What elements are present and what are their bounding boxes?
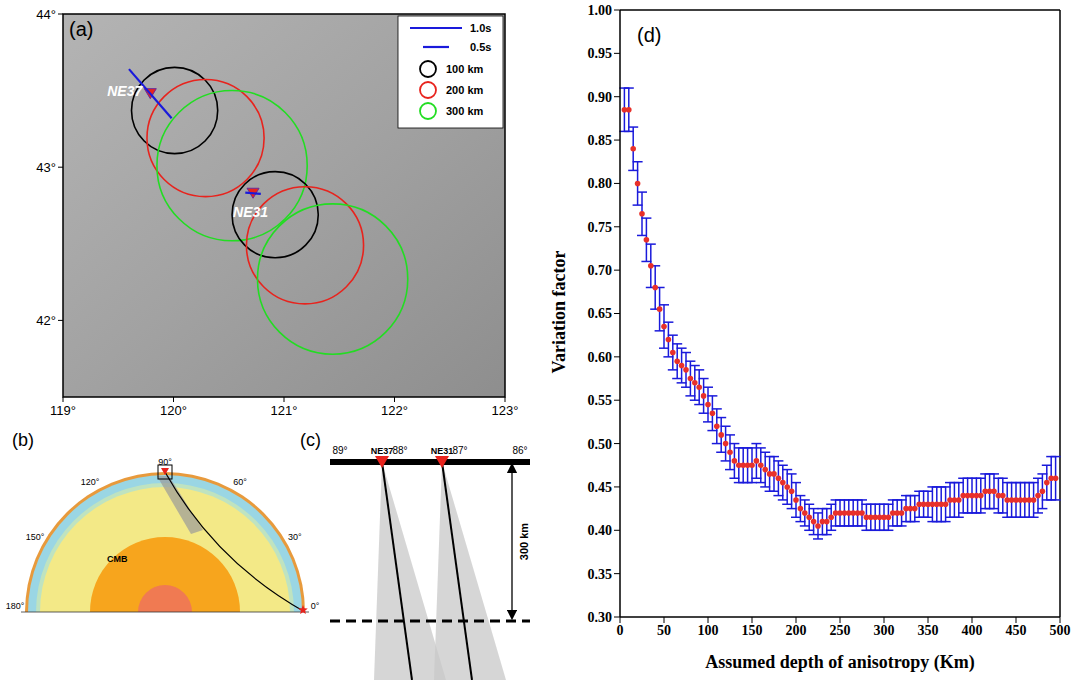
svg-text:1.0s: 1.0s	[470, 22, 491, 34]
svg-text:350: 350	[918, 623, 939, 638]
svg-text:122°: 122°	[381, 403, 408, 418]
svg-text:0.80: 0.80	[588, 176, 613, 191]
svg-text:NE37: NE37	[107, 83, 143, 99]
svg-text:87°: 87°	[452, 445, 467, 456]
svg-text:90°: 90°	[158, 457, 172, 467]
svg-text:0.70: 0.70	[588, 263, 613, 278]
html-text:(d): (d)	[637, 24, 662, 46]
svg-text:30°: 30°	[288, 532, 302, 542]
svg-text:(a): (a)	[69, 18, 93, 40]
svg-text:NE37: NE37	[371, 446, 394, 456]
svg-text:200 km: 200 km	[446, 84, 484, 96]
svg-text:50: 50	[657, 623, 671, 638]
svg-text:0.60: 0.60	[588, 350, 613, 365]
svg-text:0.40: 0.40	[588, 523, 613, 538]
svg-text:150°: 150°	[26, 532, 45, 542]
svg-text:0.95: 0.95	[588, 46, 613, 61]
svg-text:123°: 123°	[492, 403, 519, 418]
svg-text:0.65: 0.65	[588, 306, 613, 321]
svg-text:0.30: 0.30	[588, 610, 613, 625]
svg-text:300 km: 300 km	[446, 105, 484, 117]
svg-text:Assumed depth of anisotropy (K: Assumed depth of anisotropy (Km)	[705, 652, 975, 673]
svg-text:CMB: CMB	[107, 554, 128, 564]
svg-text:(b): (b)	[12, 430, 34, 450]
svg-text:0: 0	[617, 623, 624, 638]
svg-text:100 km: 100 km	[446, 63, 484, 75]
svg-text:180°: 180°	[6, 601, 25, 611]
svg-text:500: 500	[1050, 623, 1071, 638]
svg-text:119°: 119°	[50, 403, 76, 418]
svg-text:0.85: 0.85	[588, 133, 613, 148]
svg-text:0.50: 0.50	[588, 437, 613, 452]
svg-text:0.35: 0.35	[588, 567, 613, 582]
svg-text:60°: 60°	[233, 477, 247, 487]
svg-text:0.90: 0.90	[588, 90, 613, 105]
svg-text:100: 100	[698, 623, 719, 638]
svg-text:43°: 43°	[36, 160, 56, 175]
svg-text:44°: 44°	[36, 7, 56, 22]
svg-text:0°: 0°	[311, 601, 320, 611]
svg-text:200: 200	[786, 623, 807, 638]
svg-text:42°: 42°	[36, 313, 56, 328]
svg-text:(c): (c)	[300, 430, 321, 450]
svg-text:150: 150	[742, 623, 763, 638]
svg-text:120°: 120°	[81, 477, 100, 487]
svg-text:NE31: NE31	[233, 204, 268, 220]
svg-text:120°: 120°	[160, 403, 187, 418]
svg-text:0.55: 0.55	[588, 393, 613, 408]
svg-text:88°: 88°	[392, 445, 407, 456]
svg-text:121°: 121°	[271, 403, 298, 418]
svg-text:0.5s: 0.5s	[470, 41, 491, 53]
svg-text:NE31: NE31	[431, 446, 454, 456]
svg-text:89°: 89°	[332, 445, 347, 456]
svg-text:300: 300	[874, 623, 895, 638]
svg-text:0.45: 0.45	[588, 480, 613, 495]
svg-text:0.75: 0.75	[588, 220, 613, 235]
svg-text:Variation factor: Variation factor	[549, 251, 569, 374]
svg-text:300 km: 300 km	[518, 523, 530, 561]
svg-text:250: 250	[830, 623, 851, 638]
svg-text:400: 400	[962, 623, 983, 638]
svg-text:1.00: 1.00	[588, 3, 613, 18]
svg-text:450: 450	[1006, 623, 1027, 638]
svg-text:86°: 86°	[512, 445, 527, 456]
